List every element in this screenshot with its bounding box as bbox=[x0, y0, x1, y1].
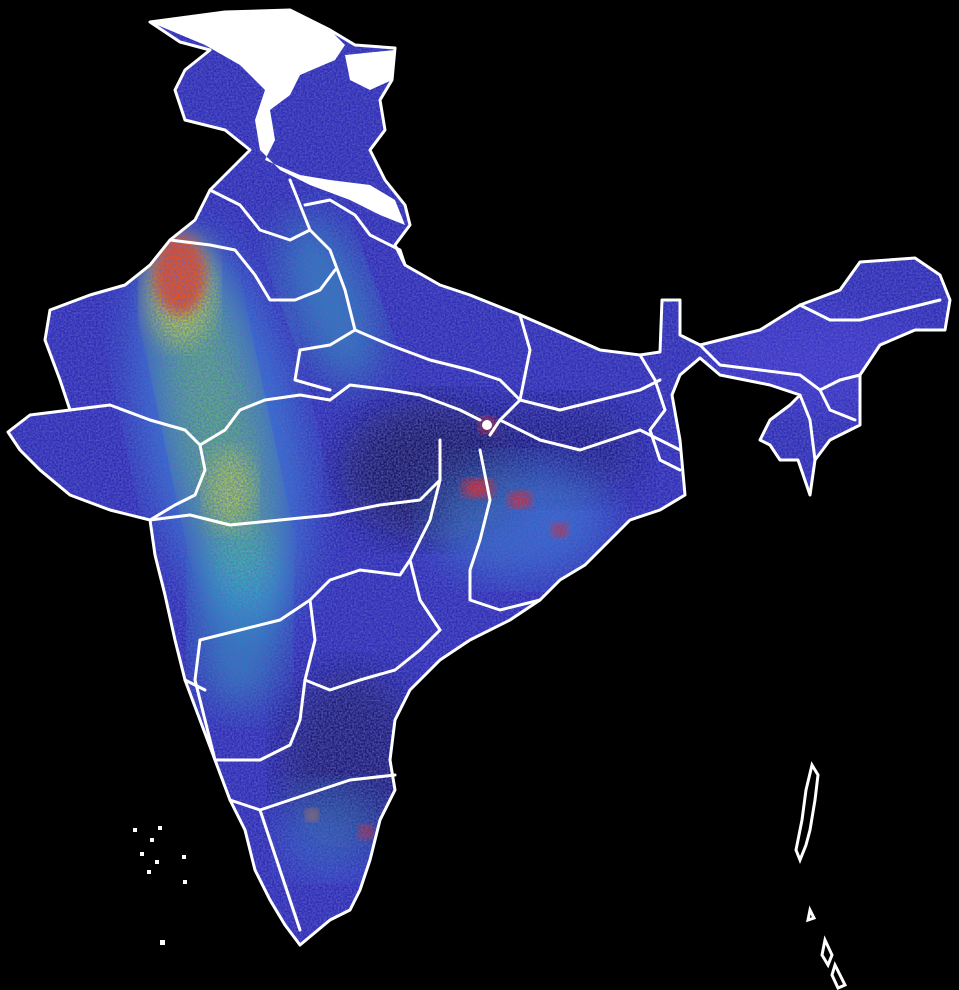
no-data-patch-northeast bbox=[345, 50, 395, 90]
boundary-up-west bbox=[293, 228, 357, 392]
boundary-ne-south bbox=[798, 388, 857, 462]
boundary-karnataka-tn bbox=[228, 773, 397, 812]
boundary-west-bengal bbox=[638, 353, 682, 472]
boundary-uttarakhand bbox=[303, 198, 407, 267]
state-boundaries bbox=[6, 8, 952, 947]
no-data-region-north bbox=[150, 10, 405, 225]
boundary-jharkhand bbox=[498, 418, 682, 452]
boundary-punjab-haryana bbox=[208, 178, 312, 242]
lakshadweep-islands bbox=[133, 826, 187, 945]
boundary-odisha bbox=[468, 448, 542, 612]
boundary-kerala bbox=[258, 808, 302, 932]
boundary-ne-assam bbox=[698, 343, 862, 392]
andaman-nicobar-islands bbox=[794, 761, 848, 990]
boundary-bihar bbox=[518, 313, 662, 412]
no-data-dot-east bbox=[482, 420, 492, 430]
boundary-maharashtra-telangana bbox=[198, 558, 412, 642]
boundary-rajasthan-mp bbox=[198, 383, 482, 447]
boundary-telangana-ap bbox=[303, 598, 442, 692]
boundary-up-south bbox=[353, 328, 522, 437]
boundary-haryana-rajasthan bbox=[168, 238, 337, 302]
islands bbox=[133, 761, 848, 990]
boundary-mp-maharashtra bbox=[148, 478, 442, 527]
boundary-goa bbox=[183, 678, 207, 692]
boundary-chhattisgarh bbox=[408, 438, 442, 632]
boundary-ne-arunachal bbox=[798, 298, 942, 322]
